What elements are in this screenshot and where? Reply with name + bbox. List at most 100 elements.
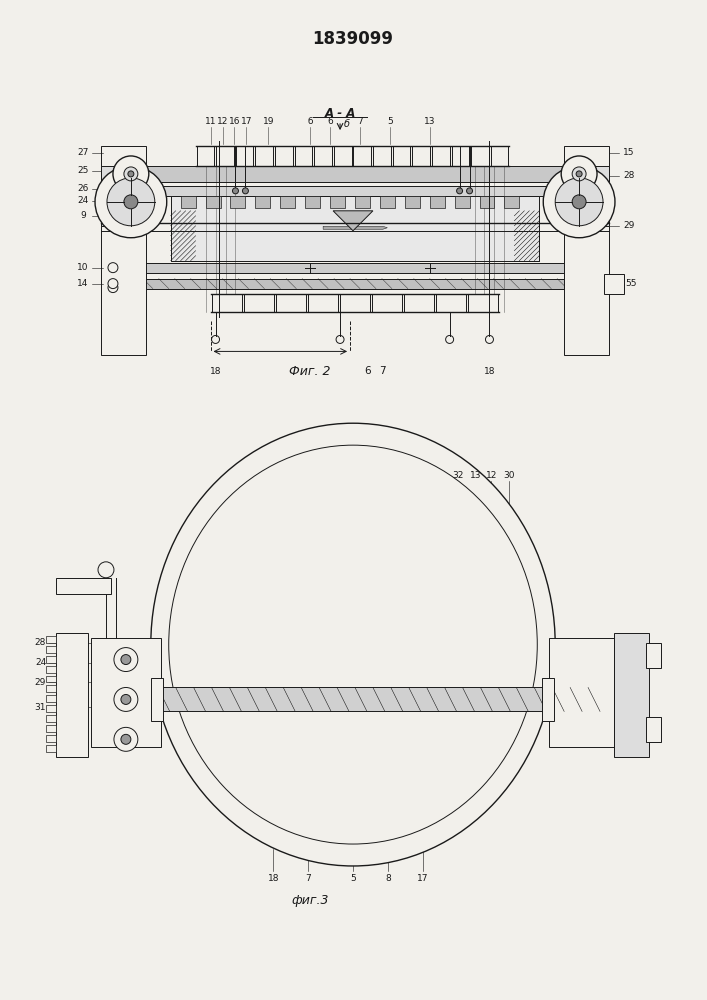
Text: 55: 55 (625, 279, 637, 288)
Text: 12: 12 (486, 471, 497, 480)
Bar (404, 294, 434, 312)
Bar (46, 646, 56, 653)
Bar (46, 725, 56, 732)
Bar (380, 196, 395, 208)
Bar (308, 294, 338, 312)
Circle shape (121, 694, 131, 704)
Text: 8: 8 (281, 760, 287, 769)
Bar (315, 146, 332, 166)
Bar (197, 146, 214, 166)
Bar (91, 638, 160, 747)
Circle shape (121, 655, 131, 665)
Circle shape (572, 167, 586, 181)
Text: 9: 9 (80, 211, 86, 220)
Bar (479, 196, 494, 208)
Text: 32: 32 (452, 471, 463, 480)
Circle shape (114, 648, 138, 672)
Bar (549, 638, 614, 747)
Text: 25: 25 (77, 166, 89, 175)
Bar (46, 735, 56, 742)
Text: вид Б: вид Б (311, 447, 349, 460)
Text: 29: 29 (595, 643, 607, 652)
Bar (46, 685, 56, 692)
Bar (206, 196, 221, 208)
Bar (564, 146, 609, 355)
Text: 16: 16 (303, 479, 314, 488)
Bar (471, 146, 489, 166)
Text: 13: 13 (469, 471, 481, 480)
Text: 7: 7 (357, 117, 363, 126)
Text: 20: 20 (595, 691, 607, 700)
Text: Д: Д (218, 645, 226, 655)
Bar (170, 211, 196, 261)
FancyArrow shape (323, 226, 387, 229)
Text: 6: 6 (327, 117, 333, 126)
Text: А - А: А - А (325, 107, 356, 120)
Text: 26: 26 (77, 184, 89, 193)
Bar (280, 196, 296, 208)
Circle shape (113, 156, 148, 192)
Bar (491, 146, 508, 166)
Text: 24: 24 (78, 196, 88, 205)
Circle shape (108, 263, 118, 273)
Bar (614, 633, 649, 757)
Text: 11: 11 (205, 117, 216, 126)
Circle shape (108, 279, 118, 289)
Circle shape (572, 195, 586, 209)
Bar (106, 263, 604, 273)
Bar (542, 678, 554, 721)
Bar (211, 294, 242, 312)
Bar (101, 166, 131, 226)
Text: 18: 18 (210, 367, 221, 376)
Circle shape (98, 562, 114, 578)
Circle shape (114, 727, 138, 751)
Text: 18: 18 (484, 367, 495, 376)
Bar (276, 294, 306, 312)
Bar (646, 643, 661, 668)
Circle shape (95, 166, 167, 238)
Text: 19: 19 (262, 117, 274, 126)
Bar (106, 166, 604, 182)
Circle shape (114, 687, 138, 711)
Bar (46, 705, 56, 712)
Bar (244, 294, 274, 312)
Ellipse shape (151, 423, 555, 866)
Bar (170, 196, 539, 261)
Circle shape (555, 178, 603, 226)
Text: 10: 10 (77, 263, 89, 272)
Polygon shape (333, 211, 373, 231)
Bar (436, 294, 467, 312)
Bar (151, 678, 163, 721)
Bar (430, 196, 445, 208)
Bar (515, 211, 539, 261)
Text: 31: 31 (35, 703, 46, 712)
Circle shape (561, 156, 597, 192)
Text: 15: 15 (623, 148, 635, 157)
Circle shape (121, 734, 131, 744)
Text: 12: 12 (217, 117, 228, 126)
Circle shape (445, 335, 454, 343)
Text: Фиг. 2: Фиг. 2 (289, 365, 331, 378)
Text: 17: 17 (417, 874, 428, 883)
Bar (305, 196, 320, 208)
Text: 6: 6 (315, 760, 321, 769)
Bar (355, 196, 370, 208)
Bar (372, 294, 402, 312)
Bar (46, 715, 56, 722)
Text: Д: Д (218, 746, 226, 756)
Bar (452, 146, 469, 166)
Bar (354, 146, 371, 166)
Text: 30: 30 (503, 471, 515, 480)
Bar (230, 196, 245, 208)
Text: б: б (308, 117, 313, 126)
Text: 19: 19 (245, 747, 257, 756)
Bar (181, 196, 196, 208)
Text: 7: 7 (305, 874, 311, 883)
Text: 16: 16 (229, 117, 240, 126)
Bar (101, 146, 146, 355)
Circle shape (543, 166, 615, 238)
Bar (156, 687, 549, 711)
Text: 32: 32 (245, 645, 257, 654)
Bar (392, 146, 410, 166)
Circle shape (128, 171, 134, 177)
